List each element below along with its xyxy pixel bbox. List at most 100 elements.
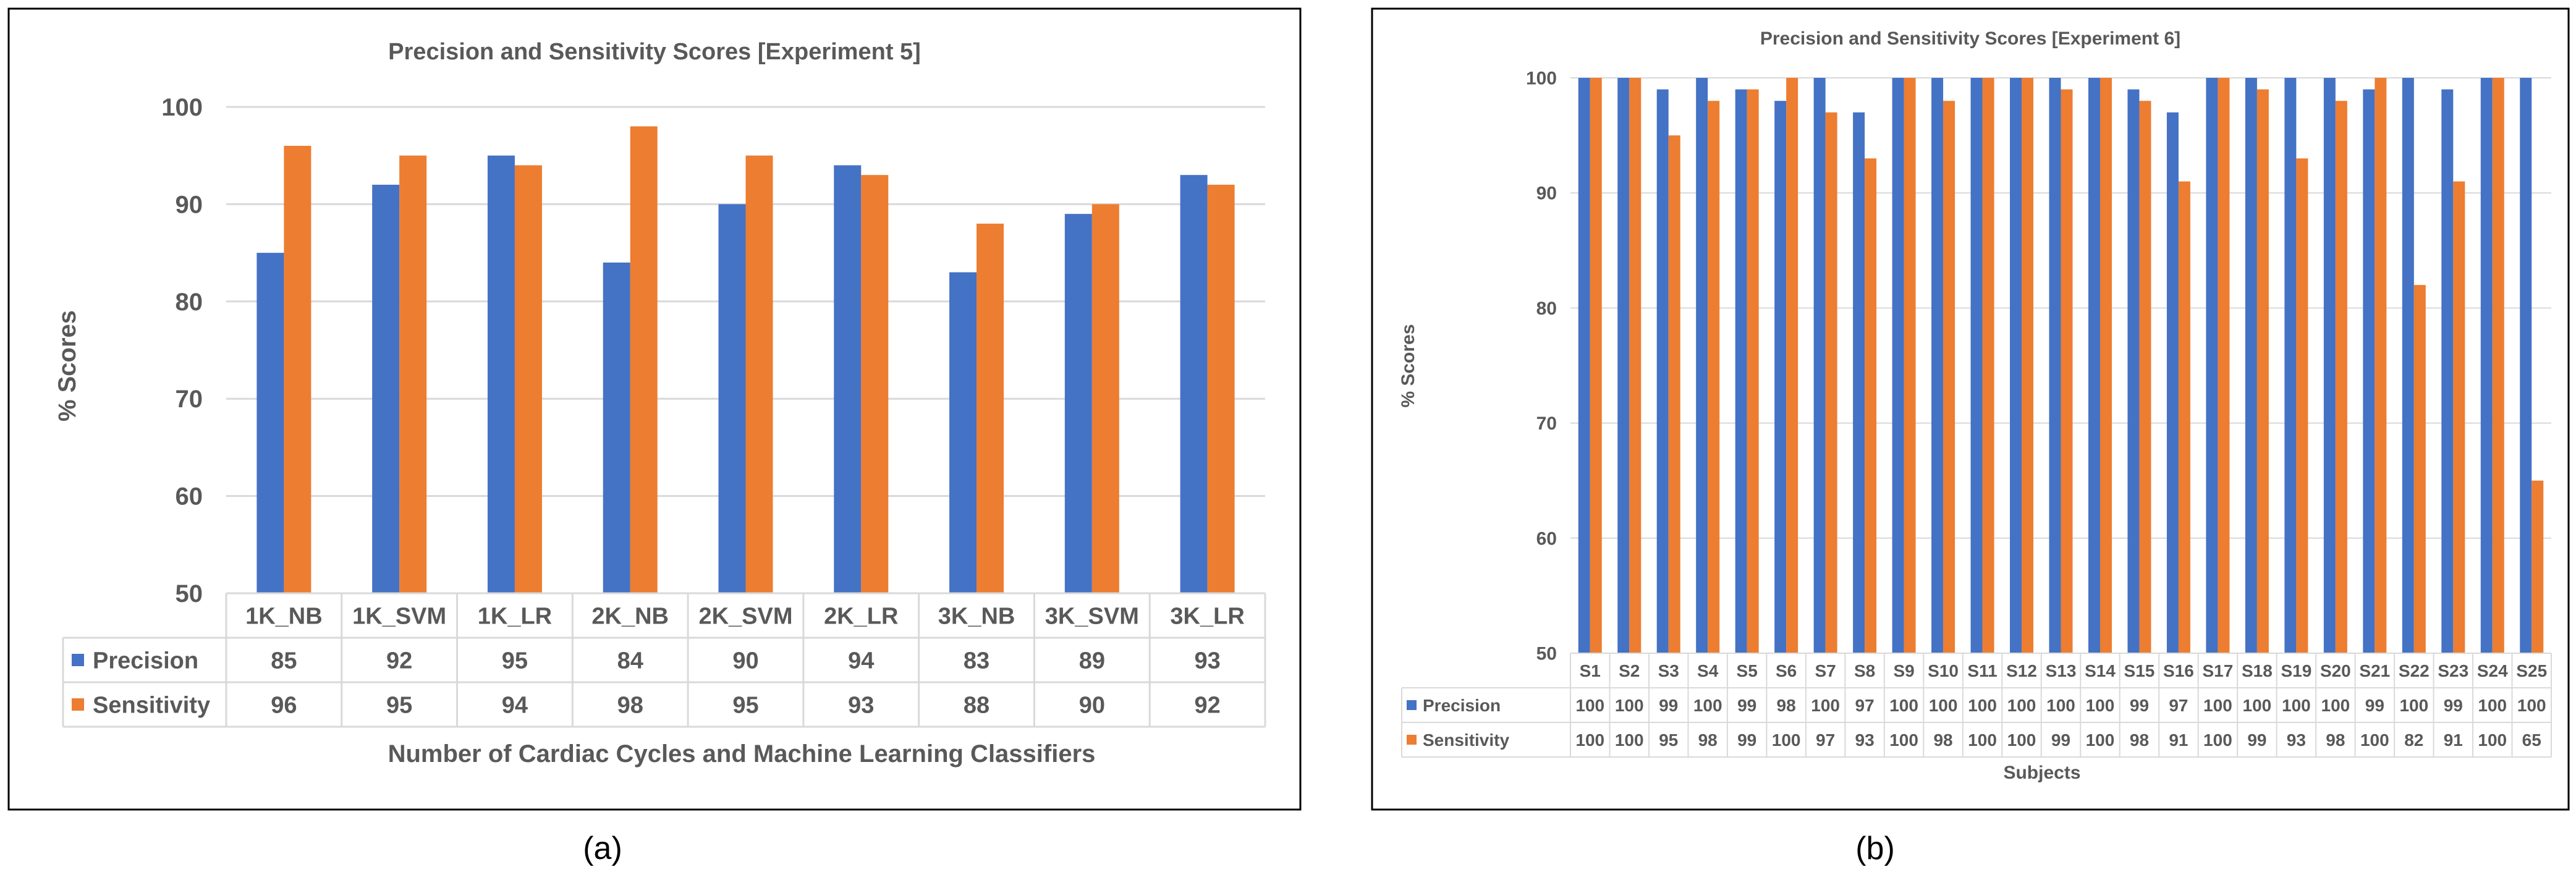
data-label: 100 — [1929, 696, 1958, 715]
data-label: 95 — [502, 648, 528, 674]
data-label: 93 — [1855, 730, 1875, 750]
data-label: 100 — [2086, 730, 2115, 750]
x-tick-label: S15 — [2124, 661, 2155, 680]
sensitivity-bar — [2453, 181, 2465, 654]
chart-b-x-axis-label: Subjects — [2003, 763, 2080, 783]
data-label: 100 — [1772, 730, 1801, 750]
precision-bar — [1696, 78, 1708, 653]
y-tick-label: 70 — [176, 386, 203, 413]
x-tick-label: S13 — [2046, 661, 2077, 680]
data-label: 99 — [2444, 696, 2463, 715]
sensitivity-bar — [1904, 78, 1916, 653]
data-label: 83 — [964, 648, 989, 674]
precision-bar — [1931, 78, 1944, 653]
y-tick-label: 50 — [1536, 644, 1557, 664]
sensitivity-bar — [1091, 204, 1119, 593]
data-label: 94 — [502, 693, 528, 719]
sensitivity-bar — [2492, 78, 2504, 653]
data-label: 100 — [2282, 696, 2311, 715]
sensitivity-bar — [2139, 101, 2151, 654]
precision-bar — [2363, 89, 2375, 653]
x-tick-label: S24 — [2477, 661, 2508, 680]
legend-key-precision — [1407, 700, 1417, 710]
data-label: 85 — [271, 648, 297, 674]
sensitivity-bar — [2413, 285, 2426, 653]
precision-bar — [603, 262, 630, 594]
precision-bar — [1813, 78, 1826, 653]
data-label: 97 — [1855, 696, 1875, 715]
sensitivity-bar — [977, 223, 1004, 593]
chart-b-y-axis-label: % Scores — [1398, 324, 1418, 407]
x-tick-label: 3K_LR — [1170, 604, 1244, 630]
precision-bar — [1064, 214, 1092, 593]
sensitivity-bar — [399, 155, 427, 593]
precision-bar — [2323, 78, 2336, 653]
sensitivity-bar — [2256, 89, 2269, 653]
sensitivity-bar — [1207, 184, 1235, 593]
data-label: 93 — [2287, 730, 2306, 750]
data-label: 100 — [1615, 730, 1644, 750]
x-tick-label: S2 — [1619, 661, 1640, 680]
x-tick-label: 1K_LR — [478, 604, 552, 630]
x-tick-label: 3K_NB — [938, 604, 1015, 630]
x-tick-label: 1K_SVM — [352, 604, 446, 630]
y-tick-label: 50 — [176, 580, 203, 607]
x-tick-label: 2K_NB — [591, 604, 669, 630]
precision-bar — [2441, 89, 2454, 653]
data-label: 97 — [1816, 730, 1835, 750]
x-tick-label: S11 — [1967, 661, 1997, 680]
data-label: 98 — [1777, 696, 1796, 715]
data-label: 99 — [2130, 696, 2149, 715]
data-label: 91 — [2169, 730, 2188, 750]
data-label: 93 — [848, 693, 874, 719]
y-tick-label: 100 — [161, 94, 203, 121]
x-tick-label: S1 — [1580, 661, 1601, 680]
legend-label: Precision — [93, 648, 198, 674]
data-label: 84 — [617, 648, 643, 674]
data-label: 100 — [1889, 730, 1918, 750]
sensitivity-bar — [2375, 78, 2387, 653]
x-tick-label: S25 — [2516, 661, 2547, 680]
sensitivity-bar — [2022, 78, 2034, 653]
x-tick-label: S3 — [1658, 661, 1679, 680]
data-label: 94 — [848, 648, 874, 674]
data-label: 98 — [617, 693, 643, 719]
data-label: 100 — [2007, 696, 2036, 715]
sensitivity-bar — [2532, 480, 2544, 653]
sensitivity-bar — [2296, 158, 2308, 654]
data-label: 98 — [2326, 730, 2345, 750]
data-label: 100 — [2243, 696, 2272, 715]
chart-b-frame — [1371, 7, 2570, 811]
x-tick-label: S4 — [1697, 661, 1719, 680]
x-tick-label: 2K_LR — [824, 604, 898, 630]
chart-a-caption: (a) — [583, 831, 622, 866]
data-label: 89 — [1079, 648, 1105, 674]
data-label: 82 — [2404, 730, 2423, 750]
precision-bar — [1735, 89, 1747, 653]
data-label: 100 — [2478, 696, 2507, 715]
y-tick-label: 80 — [1536, 298, 1557, 319]
precision-bar — [949, 272, 977, 594]
legend-label: Sensitivity — [93, 693, 210, 719]
chart-b-title: Precision and Sensitivity Scores [Experi… — [1760, 28, 2180, 49]
data-label: 98 — [1698, 730, 1718, 750]
data-label: 100 — [1889, 696, 1918, 715]
precision-bar — [2245, 78, 2257, 653]
precision-bar — [487, 155, 515, 593]
precision-bar — [1578, 78, 1590, 653]
x-tick-label: S22 — [2399, 661, 2430, 680]
y-tick-label: 90 — [1536, 184, 1557, 204]
x-tick-label: 3K_SVM — [1045, 604, 1139, 630]
precision-bar — [2284, 78, 2297, 653]
chart-a-y-axis-label: % Scores — [54, 310, 81, 421]
data-label: 100 — [1615, 696, 1644, 715]
legend-label: Sensitivity — [1423, 730, 1509, 750]
precision-bar — [256, 253, 284, 594]
data-label: 100 — [2203, 730, 2232, 750]
chart-a-title: Precision and Sensitivity Scores [Experi… — [388, 39, 921, 65]
y-tick-label: 60 — [176, 483, 203, 510]
sensitivity-bar — [2178, 181, 2190, 654]
x-tick-label: 1K_NB — [245, 604, 323, 630]
data-label: 92 — [1194, 693, 1220, 719]
